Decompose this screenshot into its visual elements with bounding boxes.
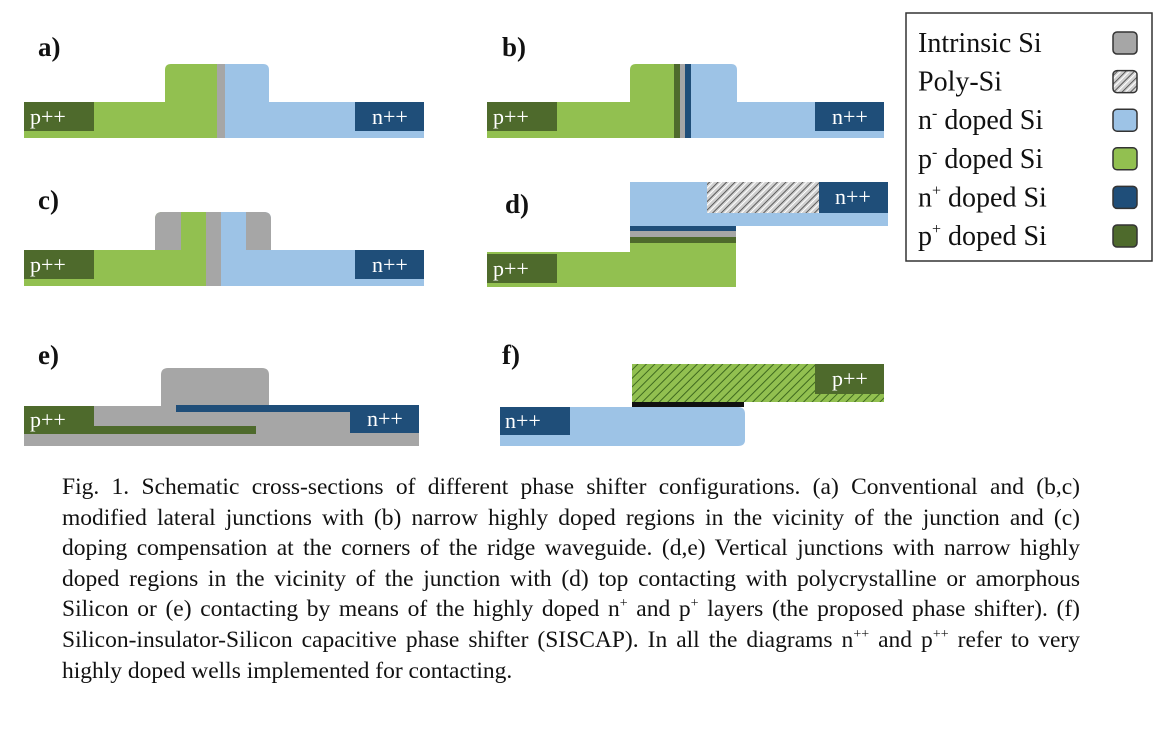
n-plus-plus-well	[355, 250, 424, 279]
caption-text: refer to very highly doped wells impleme…	[62, 626, 1081, 684]
caption-text: Fig. 1. Schematic cross-sections of diff…	[62, 474, 1080, 623]
legend-item-label: p+ doped Si	[918, 221, 1047, 252]
p-plus-narrow-layer	[630, 237, 736, 243]
legend-item-label: p- doped Si	[918, 144, 1043, 175]
legend-item: p+ doped Si	[918, 221, 1138, 252]
legend-swatch	[1112, 185, 1138, 210]
insulator-layer	[632, 402, 744, 407]
panel-c: c) p++ n++	[24, 185, 424, 286]
legend-item-label: Poly-Si	[918, 67, 1002, 98]
well-label-right-c: n++	[372, 252, 408, 277]
n-plus-plus-well	[350, 405, 419, 433]
panel-b: b) p++ n++	[487, 32, 884, 138]
n-plus-plus-well	[355, 102, 424, 131]
caption-sup: ++	[932, 627, 949, 643]
intrinsic-junction	[630, 231, 736, 237]
caption-sup: ++	[853, 627, 870, 643]
intrinsic-corner-right	[246, 212, 271, 250]
well-label-right-f: p++	[832, 366, 868, 391]
p-plus-plus-well	[815, 364, 884, 394]
legend-swatch	[1112, 147, 1138, 171]
panel-label-a: a)	[38, 32, 61, 62]
legend-swatch	[1112, 31, 1138, 55]
panel-e: e) p++ n++	[24, 340, 419, 446]
well-label-left-b: p++	[493, 104, 529, 129]
n-plus-plus-well	[815, 102, 884, 131]
well-label-left-a: p++	[30, 104, 66, 129]
intrinsic-junction	[680, 64, 685, 138]
well-label-left-f: n++	[505, 408, 541, 433]
well-label-right-a: n++	[372, 104, 408, 129]
caption-text: and p	[627, 596, 691, 623]
well-label-right-b: n++	[832, 104, 868, 129]
well-label-right-e: n++	[367, 406, 403, 431]
panel-f: f) p++ n++	[500, 340, 884, 446]
panel-label-f: f)	[502, 340, 520, 370]
legend-item-label: n- doped Si	[918, 105, 1043, 136]
legend-swatch	[1112, 108, 1138, 132]
p-plus-plus-well	[24, 406, 94, 434]
panel-label-b: b)	[502, 32, 526, 62]
well-label-left-e: p++	[30, 407, 66, 432]
n-plus-narrow-layer	[630, 226, 736, 231]
n-plus-plus-well	[819, 182, 888, 213]
legend-item: n+ doped Si	[918, 182, 1138, 213]
legend-item: Intrinsic Si	[918, 28, 1138, 59]
phase-shifter-diagram: a) p++ n++ b) p++ n++ c) p++ n++ d)	[24, 12, 1153, 446]
intrinsic-junction	[217, 64, 225, 138]
p-plus-plus-well	[487, 254, 557, 283]
p-plus-narrow-layer	[674, 64, 680, 138]
p-plus-plus-well	[24, 102, 94, 131]
legend: Intrinsic Si Poly-Si n- doped Si p- doped S…	[905, 12, 1153, 262]
legend-item: n- doped Si	[918, 105, 1138, 136]
legend-swatch	[1112, 224, 1138, 248]
panel-a: a) p++ n++	[24, 32, 424, 138]
figure-caption: Fig. 1. Schematic cross-sections of diff…	[62, 472, 1080, 686]
legend-item-label: n+ doped Si	[918, 182, 1047, 213]
n-plus-layer	[176, 405, 419, 412]
intrinsic-junction	[206, 212, 221, 286]
well-label-left-c: p++	[30, 252, 66, 277]
legend-swatch	[1112, 69, 1138, 94]
caption-text: layers (the proposed phase shifter). (f)…	[62, 596, 1080, 653]
well-label-left-d: p++	[493, 256, 529, 281]
caption-sup: +	[690, 596, 699, 612]
caption-sup: +	[619, 596, 628, 612]
panel-label-d: d)	[505, 189, 529, 219]
n-plus-plus-well	[500, 407, 570, 435]
panel-label-e: e)	[38, 340, 59, 370]
p-plus-plus-well	[24, 250, 94, 279]
intrinsic-corner-left	[155, 212, 181, 250]
panel-d: d) n++ p++	[487, 182, 888, 287]
caption-text: and p	[869, 626, 933, 653]
legend-item-label: Intrinsic Si	[918, 28, 1042, 59]
poly-si-contact	[707, 182, 819, 213]
p-plus-layer	[24, 426, 256, 434]
legend-item: p- doped Si	[918, 144, 1138, 175]
well-label-right-d: n++	[835, 184, 871, 209]
legend-item: Poly-Si	[918, 67, 1138, 98]
panel-label-c: c)	[38, 185, 59, 215]
p-plus-plus-well	[487, 102, 557, 131]
n-plus-narrow-layer	[685, 64, 691, 138]
legend-box	[905, 12, 1153, 262]
